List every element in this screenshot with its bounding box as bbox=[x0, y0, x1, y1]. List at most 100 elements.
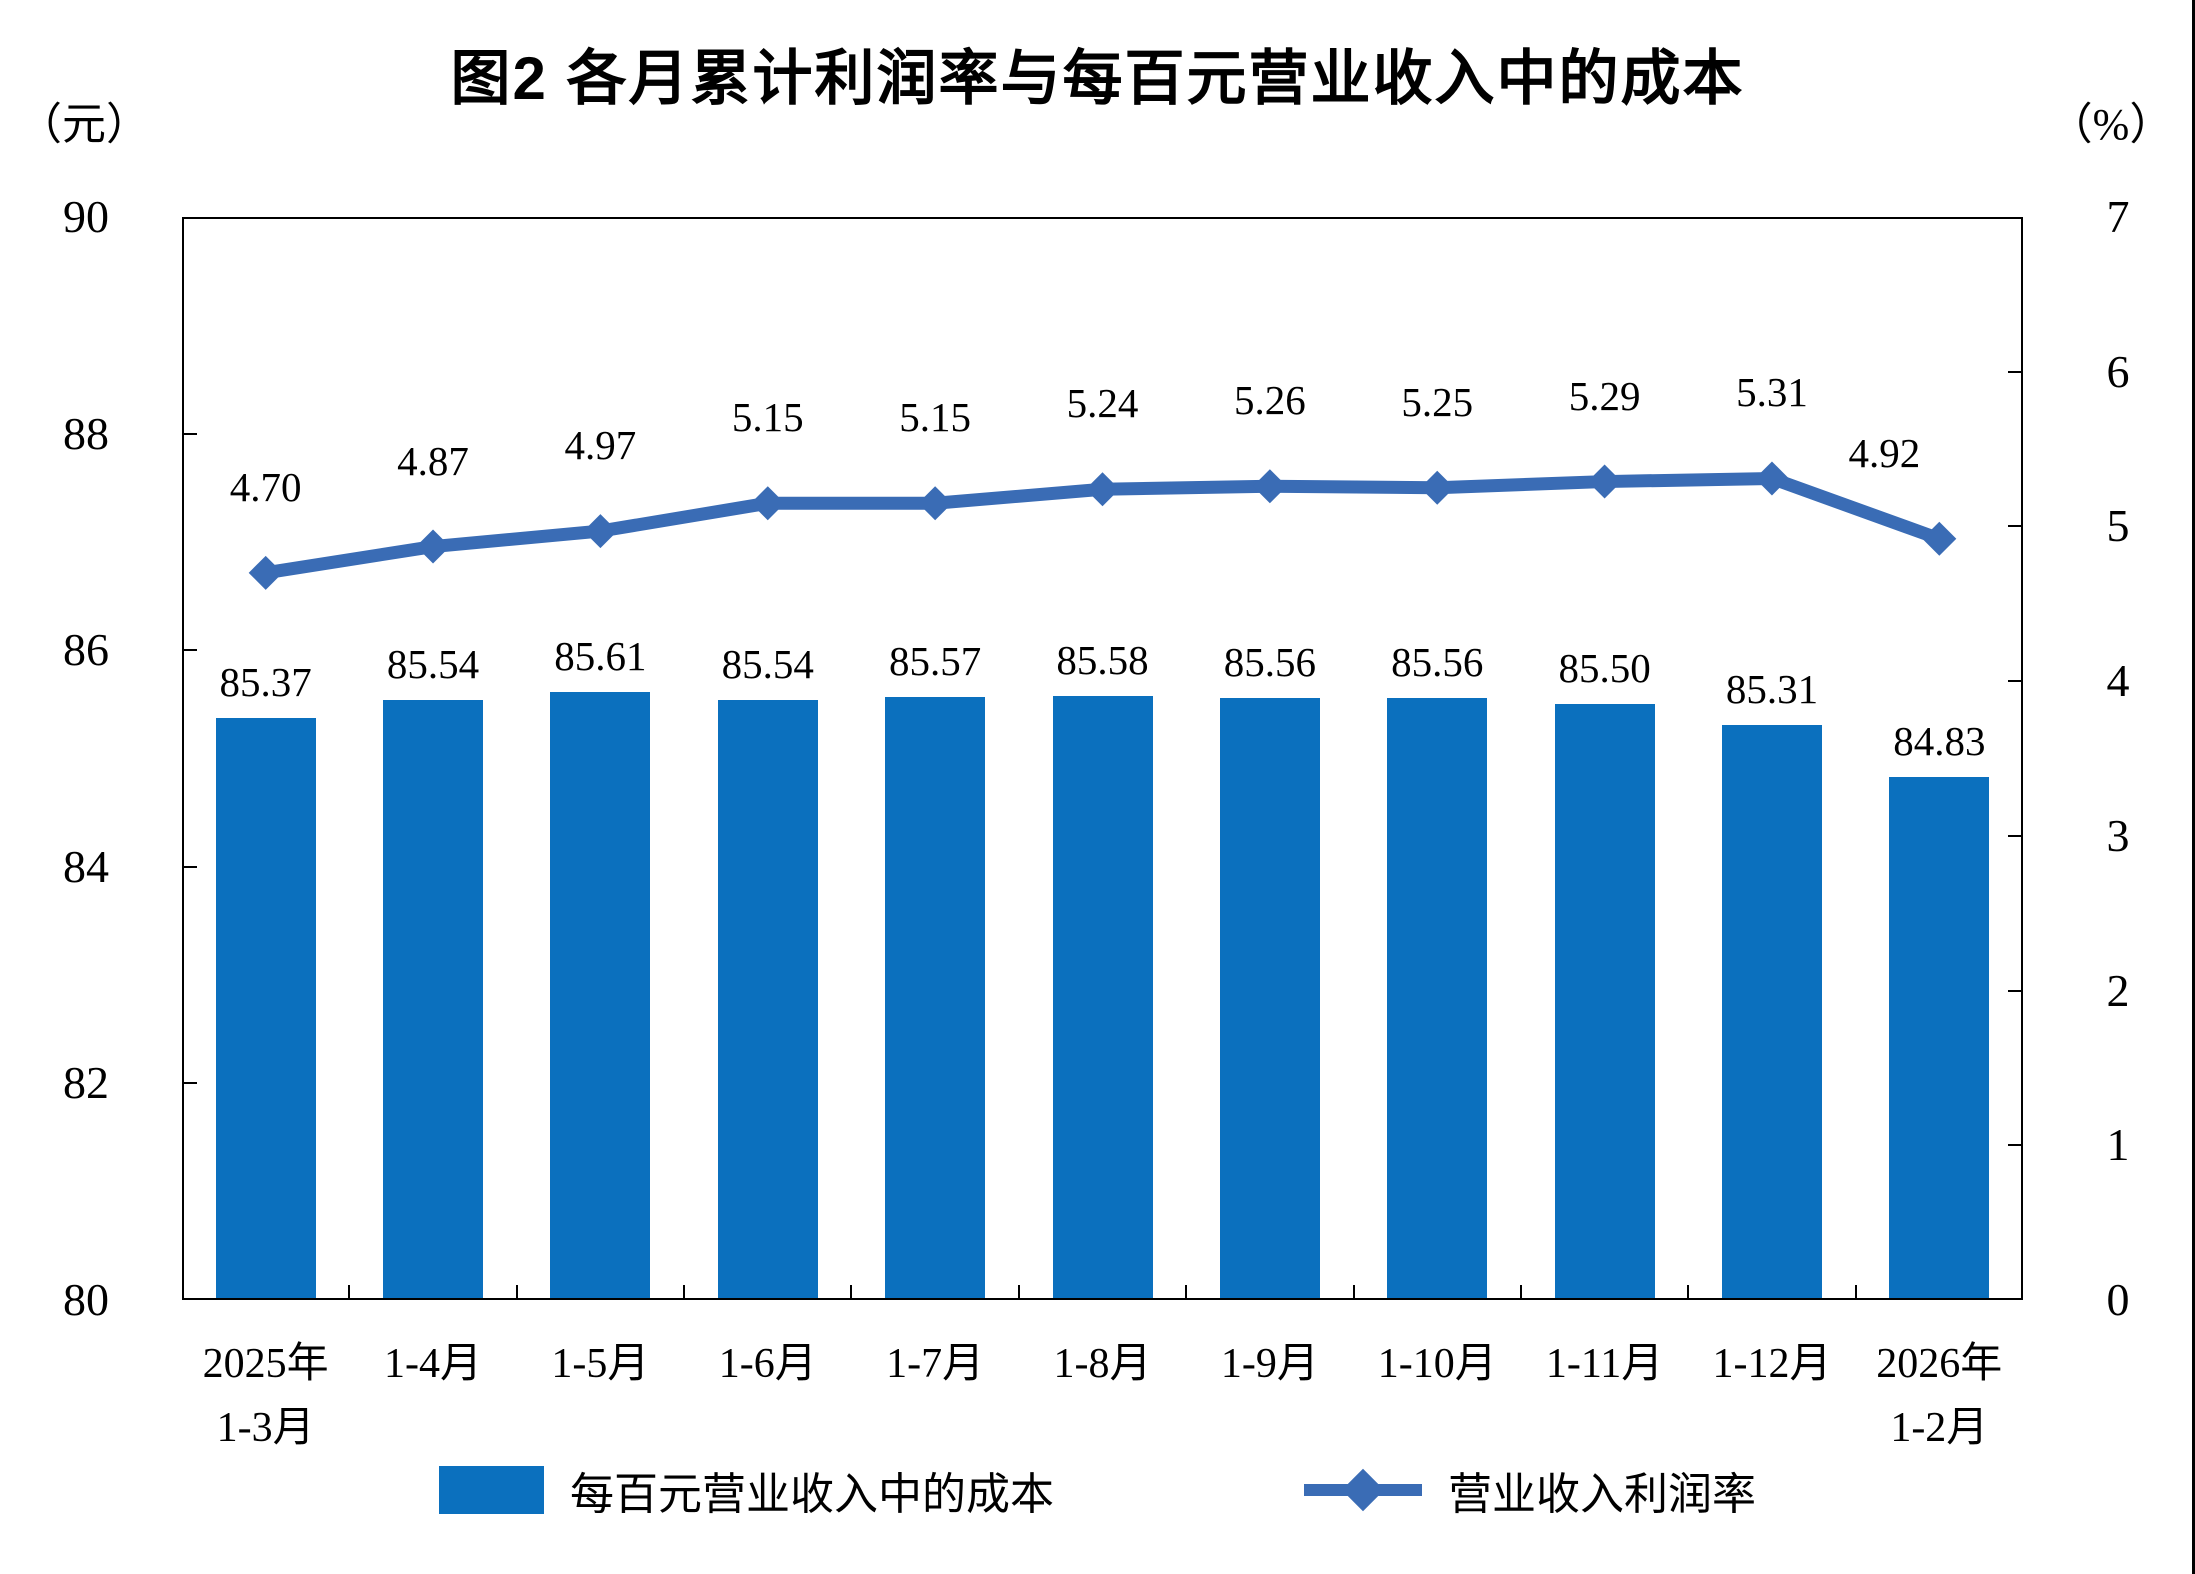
legend-item-profit-rate: 营业收入利润率 bbox=[1304, 1458, 1756, 1522]
bar-value-label: 85.31 bbox=[1725, 665, 1819, 712]
diamond-marker-icon bbox=[416, 529, 451, 564]
left-axis-tick-mark bbox=[182, 1082, 197, 1085]
legend-label-cost: 每百元营业收入中的成本 bbox=[570, 1470, 1054, 1519]
line-value-label: 4.87 bbox=[397, 437, 469, 484]
bar-value-label: 85.56 bbox=[1391, 638, 1484, 685]
x-axis-label-line: 1-8月 bbox=[1053, 1341, 1152, 1387]
x-axis-label: 1-9月 bbox=[1145, 1332, 1395, 1396]
x-axis-tick-mark bbox=[515, 1285, 518, 1300]
diamond-marker-icon bbox=[1587, 464, 1622, 499]
diamond-marker-icon bbox=[1341, 1468, 1385, 1512]
line-value-label: 4.92 bbox=[1848, 429, 1921, 476]
x-axis-label-line: 1-3月 bbox=[216, 1405, 315, 1451]
x-axis-label-line: 2025年 bbox=[202, 1341, 329, 1387]
left-axis-tick-label: 88 bbox=[63, 407, 109, 459]
x-axis-tick-mark bbox=[1352, 1285, 1355, 1300]
diamond-marker-icon bbox=[1754, 461, 1789, 496]
plot-area bbox=[182, 217, 2023, 1300]
cost-bar bbox=[1387, 697, 1488, 1298]
left-axis-tick-label: 80 bbox=[63, 1274, 109, 1325]
x-axis-label: 1-8月 bbox=[978, 1332, 1228, 1396]
cost-bar bbox=[717, 700, 818, 1298]
legend: 每百元营业收入中的成本 营业收入利润率 bbox=[0, 1458, 2195, 1522]
x-axis-tick-mark bbox=[1017, 1285, 1020, 1300]
legend-item-cost: 每百元营业收入中的成本 bbox=[439, 1458, 1054, 1522]
chart-title: 图2 各月累计利润率与每百元营业收入中的成本 bbox=[450, 45, 1745, 112]
line-value-label: 5.25 bbox=[1401, 378, 1474, 425]
legend-label-profit-rate: 营业收入利润率 bbox=[1448, 1470, 1756, 1519]
bar-value-label: 85.54 bbox=[721, 641, 814, 688]
left-axis-tick-label: 86 bbox=[63, 624, 109, 676]
line-value-label: 5.31 bbox=[1736, 369, 1808, 416]
x-axis-label-line: 1-12月 bbox=[1712, 1341, 1832, 1387]
right-axis-tick-mark bbox=[2008, 1144, 2023, 1147]
bar-value-label: 84.83 bbox=[1893, 717, 1986, 764]
bar-value-label: 85.56 bbox=[1223, 638, 1316, 685]
right-axis-tick-label: 0 bbox=[2106, 1274, 2130, 1325]
right-axis-tick-label: 5 bbox=[2106, 500, 2130, 552]
x-axis-label: 1-6月 bbox=[643, 1332, 893, 1396]
line-value-label: 5.15 bbox=[899, 394, 971, 441]
right-axis-tick-mark bbox=[2008, 680, 2023, 683]
line-value-label: 5.26 bbox=[1233, 377, 1306, 424]
line-value-label: 5.29 bbox=[1568, 372, 1641, 419]
bar-series-swatch bbox=[439, 1466, 544, 1514]
x-axis-tick-mark bbox=[1687, 1285, 1690, 1300]
right-axis-tick-label: 7 bbox=[2106, 191, 2130, 242]
x-axis-label-line: 1-2月 bbox=[1890, 1405, 1989, 1451]
x-axis-label: 1-4月 bbox=[308, 1332, 558, 1396]
left-axis-tick-mark bbox=[182, 649, 197, 652]
bar-value-label: 85.50 bbox=[1558, 645, 1651, 692]
right-axis-tick-label: 6 bbox=[2106, 345, 2130, 397]
cost-bar bbox=[1721, 724, 1822, 1298]
x-axis-label-line: 1-10月 bbox=[1377, 1341, 1497, 1387]
page-right-border bbox=[2192, 0, 2195, 1574]
right-axis-tick-label: 2 bbox=[2106, 964, 2130, 1016]
left-axis-tick-label: 90 bbox=[63, 191, 109, 242]
cost-bar bbox=[885, 696, 986, 1298]
left-axis-tick-mark bbox=[182, 865, 197, 868]
x-axis-tick-mark bbox=[1519, 1285, 1522, 1300]
diamond-marker-icon bbox=[1922, 521, 1957, 556]
right-axis-tick-label: 3 bbox=[2106, 809, 2130, 861]
x-axis-label: 1-7月 bbox=[810, 1332, 1060, 1396]
line-value-label: 5.15 bbox=[731, 394, 804, 441]
x-axis-label: 2026年 1-2月 bbox=[1814, 1332, 2064, 1460]
cost-bar bbox=[1889, 776, 1990, 1298]
x-axis-label: 1-10月 bbox=[1312, 1332, 1562, 1396]
x-axis-label: 2025年 1-3月 bbox=[141, 1332, 391, 1460]
right-axis-tick-mark bbox=[2008, 834, 2023, 837]
left-axis-tick-label: 84 bbox=[63, 840, 109, 892]
line-value-label: 5.24 bbox=[1066, 380, 1139, 427]
right-axis-tick-label: 1 bbox=[2106, 1119, 2130, 1171]
x-axis-label-line: 1-7月 bbox=[886, 1341, 985, 1387]
x-axis-tick-mark bbox=[1185, 1285, 1188, 1300]
left-axis-tick-mark bbox=[182, 432, 197, 435]
x-axis-tick-mark bbox=[683, 1285, 686, 1300]
diamond-marker-icon bbox=[750, 486, 785, 521]
right-axis-unit-label: （%） bbox=[2048, 100, 2174, 149]
bar-value-label: 85.54 bbox=[386, 641, 480, 688]
cost-bar bbox=[1219, 697, 1320, 1298]
line-value-label: 4.97 bbox=[564, 422, 637, 469]
x-axis-label-line: 1-9月 bbox=[1220, 1341, 1319, 1387]
cost-bar bbox=[215, 718, 316, 1298]
x-axis-tick-mark bbox=[348, 1285, 351, 1300]
x-axis-label-line: 1-11月 bbox=[1545, 1341, 1664, 1387]
x-axis-label: 1-12月 bbox=[1647, 1332, 1897, 1396]
line-series-swatch bbox=[1304, 1468, 1422, 1512]
right-axis-tick-mark bbox=[2008, 525, 2023, 528]
cost-bar bbox=[1052, 695, 1153, 1298]
bar-value-label: 85.57 bbox=[889, 637, 982, 684]
x-axis-label: 1-11月 bbox=[1480, 1332, 1730, 1396]
x-axis-label: 1-5月 bbox=[475, 1332, 725, 1396]
right-axis-tick-label: 4 bbox=[2106, 655, 2130, 707]
diamond-marker-icon bbox=[1085, 472, 1120, 507]
diamond-marker-icon bbox=[918, 486, 953, 521]
x-axis-tick-mark bbox=[850, 1285, 853, 1300]
right-axis-tick-mark bbox=[2008, 370, 2023, 373]
cost-bar bbox=[550, 692, 651, 1298]
cost-bar bbox=[1554, 704, 1655, 1298]
x-axis-label-line: 1-6月 bbox=[718, 1341, 817, 1387]
